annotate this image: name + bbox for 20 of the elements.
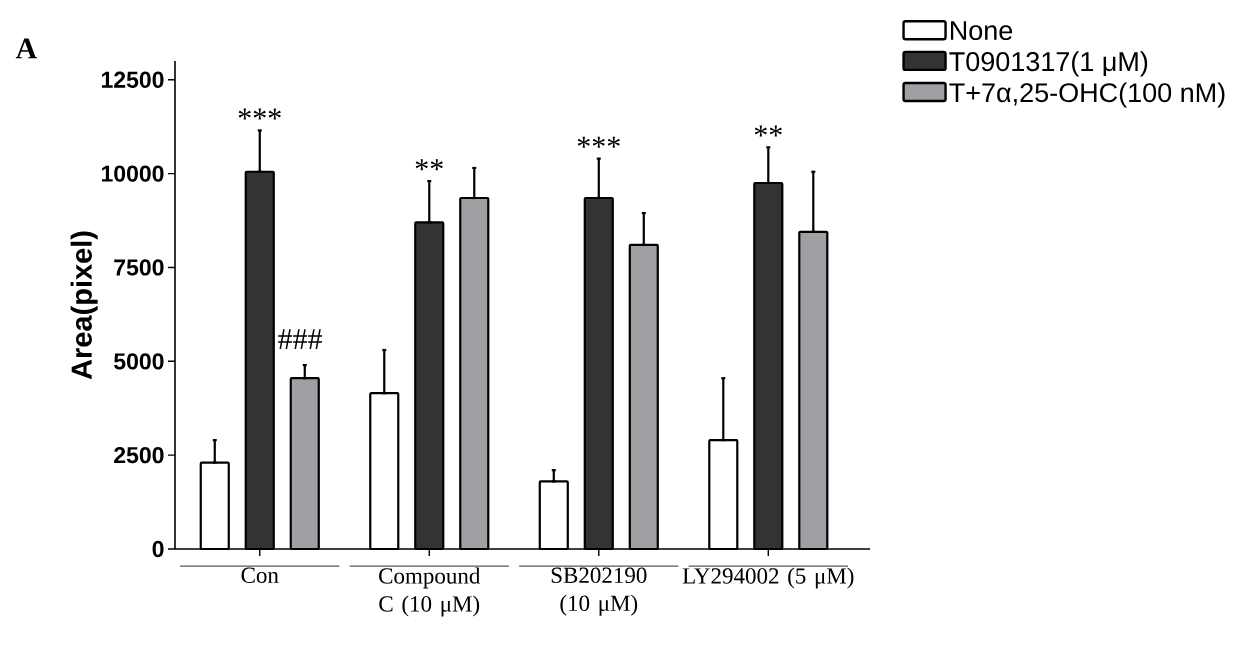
x-tick-label: Con xyxy=(241,567,279,583)
legend-label: T+7α,25-OHC(100 nM) xyxy=(949,82,1225,108)
y-axis-title: Area(pixel) xyxy=(70,231,98,380)
y-tick-label: 12500 xyxy=(101,71,164,88)
annotation: ### xyxy=(278,329,323,349)
annotation: ** xyxy=(415,159,443,171)
x-tick-label: LY294002 (5 μM) xyxy=(682,567,854,589)
y-tick-label: 7500 xyxy=(114,259,164,276)
x-tick-label: SB202190 (10 μM) xyxy=(551,567,647,616)
annotation: ** xyxy=(754,125,782,137)
y-tick-label: 10000 xyxy=(101,165,164,182)
y-tick-label: 5000 xyxy=(114,353,164,370)
legend-label: None xyxy=(950,21,1013,41)
x-tick-label: Compound C (10 μM) xyxy=(379,567,481,617)
y-tick-label: 2500 xyxy=(114,447,164,464)
y-tick-label: 0 xyxy=(152,540,164,558)
chart-title: A xyxy=(15,38,37,59)
annotation: *** xyxy=(238,108,281,120)
annotation: *** xyxy=(577,136,620,148)
legend-label: T0901317(1 μM) xyxy=(949,51,1148,77)
